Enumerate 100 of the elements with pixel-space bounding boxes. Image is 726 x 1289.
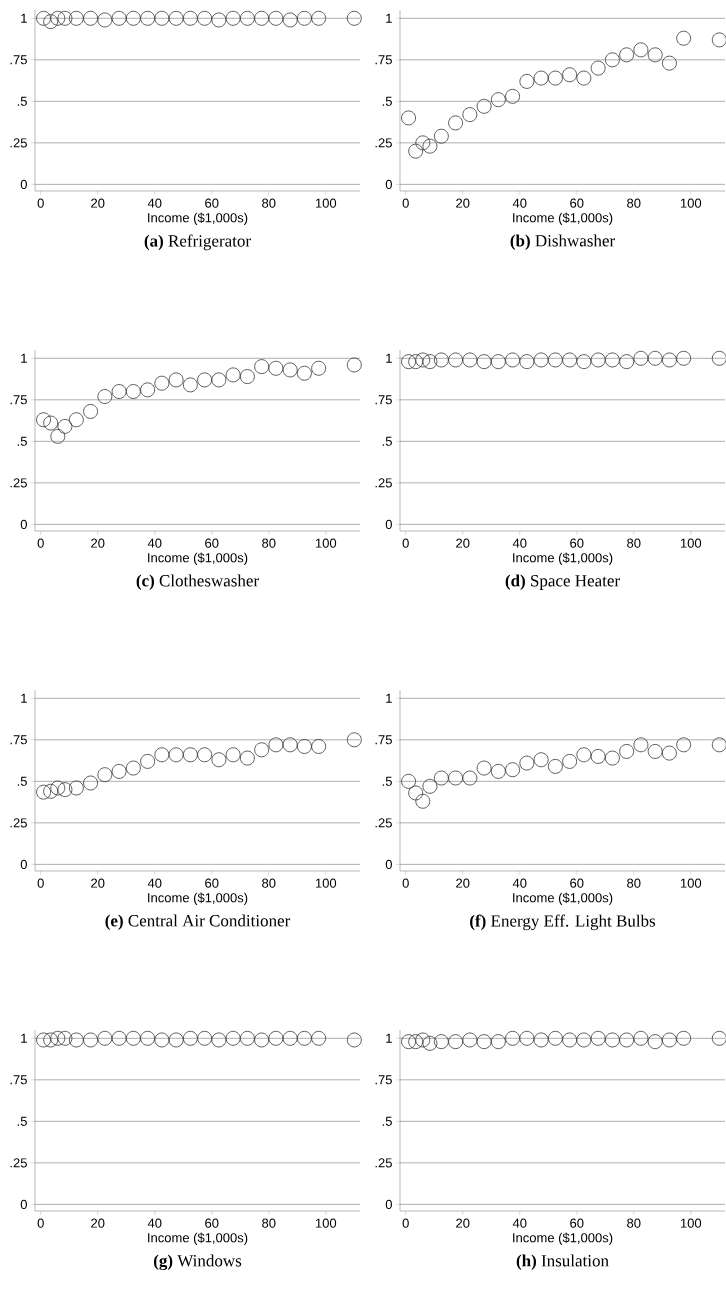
point <box>422 138 438 154</box>
y-tick-label: 1 <box>21 693 27 703</box>
x-tick-label: 20 <box>91 878 105 888</box>
x-tick-label: 20 <box>91 1218 105 1228</box>
point <box>505 762 521 778</box>
x-tick-label: 100 <box>315 1218 337 1228</box>
x-tick-label: 40 <box>147 198 162 208</box>
point <box>168 747 184 763</box>
point <box>647 47 663 63</box>
x-tick-label: 60 <box>570 1218 584 1228</box>
y-tick-label: .5 <box>382 1116 392 1126</box>
x-tick-label: 80 <box>627 1218 641 1228</box>
x-axis-title: Income ($1,000s) <box>148 892 248 905</box>
point <box>547 70 563 86</box>
y-tick-label: .25 <box>375 818 392 828</box>
point <box>562 754 578 769</box>
point <box>311 739 327 754</box>
point <box>619 47 635 63</box>
point <box>57 782 73 798</box>
y-tick-label: 0 <box>385 519 392 529</box>
point <box>111 763 127 779</box>
y-tick-label: .5 <box>17 1116 27 1126</box>
x-tick-label: 80 <box>627 538 641 548</box>
x-tick-label: 20 <box>91 198 105 208</box>
point <box>297 365 312 381</box>
point <box>111 384 127 399</box>
point <box>433 128 449 144</box>
x-tick-label: 80 <box>627 878 641 888</box>
point <box>311 360 327 376</box>
x-tick-label: 100 <box>680 198 702 208</box>
point <box>662 745 677 761</box>
point <box>490 763 506 779</box>
point <box>36 412 51 428</box>
point <box>125 384 141 399</box>
point <box>225 367 241 383</box>
x-tick-label: 100 <box>315 538 337 548</box>
point <box>476 760 492 776</box>
point <box>408 785 424 801</box>
y-tick-label: 1 <box>386 1033 392 1043</box>
y-tick-label: 0 <box>385 859 392 869</box>
point <box>676 737 692 753</box>
x-tick-label: 0 <box>402 1218 409 1228</box>
point <box>619 744 635 759</box>
x-tick-label: 100 <box>315 198 337 208</box>
point <box>576 70 592 86</box>
point <box>590 749 606 764</box>
point <box>476 98 492 114</box>
point <box>505 88 521 104</box>
point <box>197 372 213 388</box>
x-tick-label: 80 <box>262 1218 276 1228</box>
point <box>211 372 227 388</box>
point <box>676 30 692 46</box>
point <box>268 737 284 753</box>
y-tick-label: .75 <box>10 55 27 65</box>
y-tick-label: 1 <box>21 353 27 363</box>
x-tick-label: 0 <box>402 878 409 888</box>
x-tick-label: 100 <box>680 1218 702 1228</box>
point <box>239 369 255 384</box>
x-tick-label: 80 <box>627 198 641 208</box>
text: (b) Dishwasher <box>510 234 615 250</box>
y-tick-label: 1 <box>21 1033 27 1043</box>
point <box>346 732 362 748</box>
point <box>415 793 431 809</box>
point <box>50 428 66 444</box>
point <box>197 747 213 763</box>
point <box>433 770 449 786</box>
point <box>533 70 549 86</box>
y-tick-label: .25 <box>10 818 27 828</box>
y-tick-label: 1 <box>386 693 392 703</box>
x-tick-label: 0 <box>37 538 44 548</box>
y-tick-label: .75 <box>375 395 392 405</box>
point <box>519 74 535 89</box>
point <box>182 747 198 763</box>
point <box>97 767 113 783</box>
point <box>125 760 141 776</box>
point <box>605 52 620 68</box>
x-tick-label: 20 <box>456 538 470 548</box>
x-tick-label: 60 <box>570 538 584 548</box>
y-tick-label: .25 <box>375 478 392 488</box>
x-tick-label: 20 <box>456 878 470 888</box>
y-tick-label: .25 <box>10 138 27 148</box>
y-tick-label: 0 <box>20 1199 27 1209</box>
y-tick-label: .25 <box>375 138 392 148</box>
point <box>83 404 98 419</box>
point <box>519 755 535 771</box>
point <box>408 143 424 159</box>
x-tick-label: 40 <box>147 1218 162 1228</box>
point <box>254 742 270 758</box>
point <box>154 747 170 763</box>
text: (e) Central Air Conditioner <box>105 914 291 930</box>
text: (a) Refrigerator <box>144 234 251 251</box>
x-tick-label: 100 <box>680 878 702 888</box>
point <box>168 372 184 388</box>
x-tick-label: 80 <box>262 198 276 208</box>
x-tick-label: 0 <box>37 198 44 208</box>
point <box>282 362 298 378</box>
x-axis-title: Income ($1,000s) <box>513 552 613 565</box>
point <box>401 110 416 126</box>
x-tick-label: 60 <box>205 1218 219 1228</box>
point <box>83 775 98 791</box>
